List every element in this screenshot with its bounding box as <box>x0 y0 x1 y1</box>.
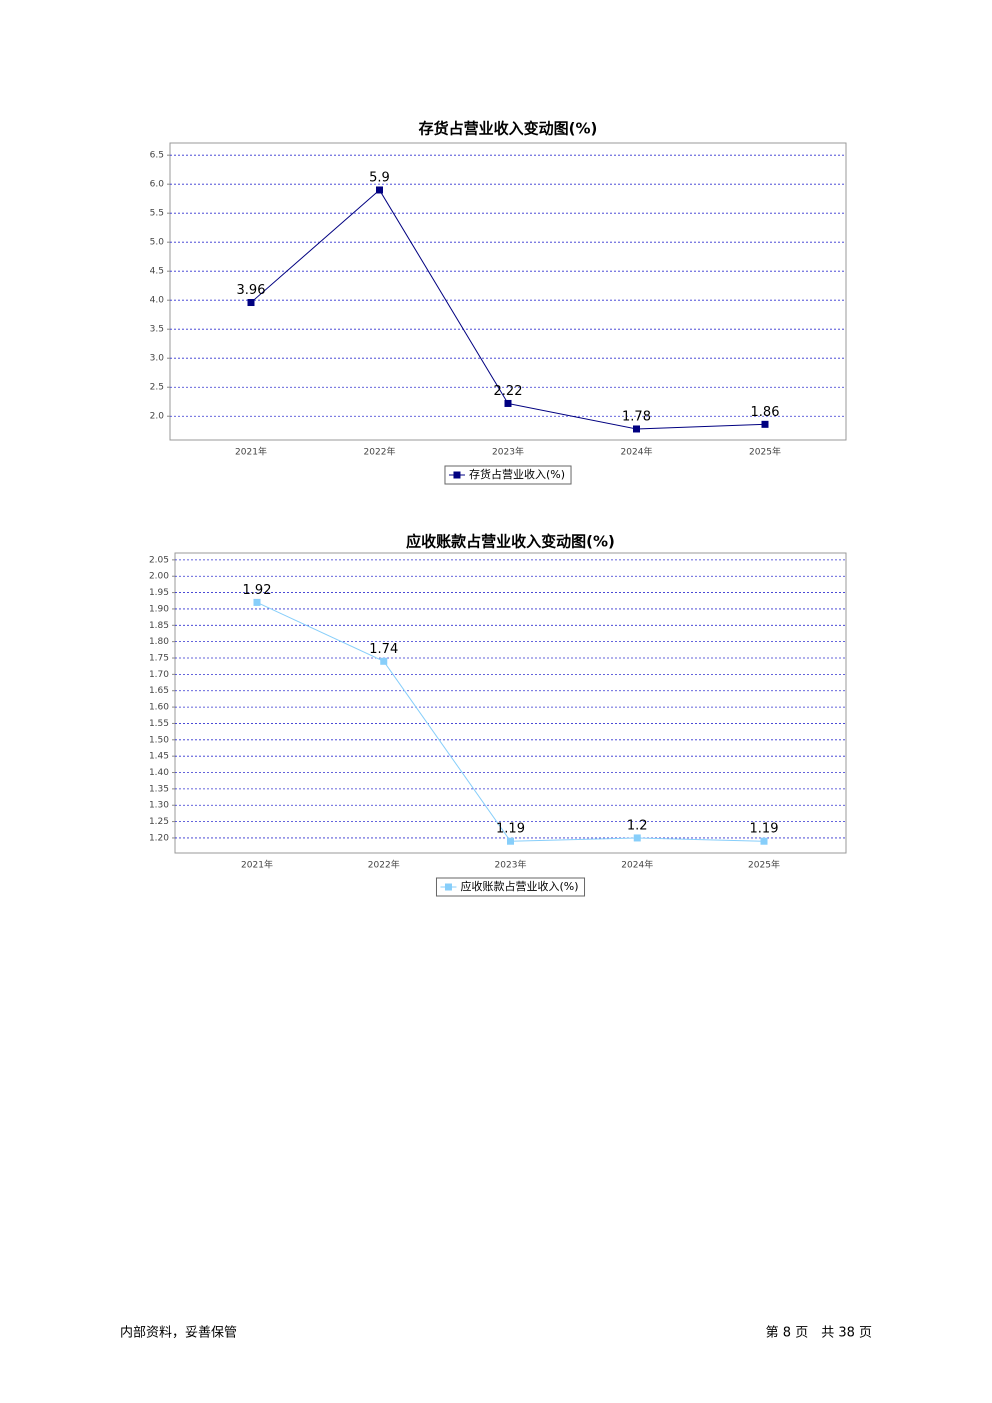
value-label: 1.86 <box>751 405 780 420</box>
y-tick-label: 6.5 <box>150 151 164 161</box>
y-tick-label: 6.0 <box>150 180 165 190</box>
y-tick-label: 2.05 <box>149 555 169 565</box>
y-tick-label: 1.90 <box>149 604 169 614</box>
x-tick-label: 2022年 <box>364 446 396 458</box>
y-tick-label: 4.0 <box>150 296 165 306</box>
point <box>253 598 261 606</box>
point <box>633 425 640 433</box>
x-tick-label: 2024年 <box>621 859 653 871</box>
legend-label: 应收账款占营业收入(%) <box>460 879 578 893</box>
value-label: 2.22 <box>494 384 523 399</box>
y-tick-label: 1.70 <box>149 670 169 680</box>
x-tick-label: 2025年 <box>748 859 780 871</box>
x-tick-label: 2025年 <box>749 446 781 458</box>
point <box>376 186 383 194</box>
chart-title: 应收账款占营业收入变动图(%) <box>406 533 615 551</box>
y-tick-label: 1.95 <box>149 588 169 598</box>
x-tick-label: 2022年 <box>368 859 400 871</box>
legend-box <box>435 877 586 897</box>
x-tick-label: 2023年 <box>492 446 524 458</box>
y-tick-label: 1.60 <box>149 703 169 713</box>
point <box>760 837 768 845</box>
value-label: 1.19 <box>750 822 779 837</box>
y-tick-label: 2.0 <box>150 412 165 422</box>
value-label: 5.9 <box>369 170 390 185</box>
y-tick-label: 1.40 <box>149 768 169 778</box>
y-tick-label: 1.20 <box>149 833 169 843</box>
legend-marker <box>444 883 452 891</box>
y-tick-label: 4.5 <box>150 267 164 277</box>
footer-left: 内部资料，妥善保管 <box>120 1325 237 1341</box>
value-label: 1.2 <box>627 818 648 833</box>
y-tick-label: 1.85 <box>149 621 169 631</box>
x-tick-label: 2024年 <box>621 446 653 458</box>
plot-area <box>169 142 847 441</box>
point <box>380 657 388 665</box>
y-tick-label: 1.25 <box>149 817 169 827</box>
chart-title: 存货占营业收入变动图(%) <box>419 120 598 138</box>
legend-marker <box>453 471 461 479</box>
y-tick-label: 2.00 <box>149 572 169 582</box>
y-tick-label: 5.5 <box>150 209 164 219</box>
point <box>507 837 514 845</box>
y-tick-label: 1.75 <box>149 654 169 664</box>
value-label: 1.92 <box>243 583 272 598</box>
y-tick-label: 5.0 <box>150 238 165 248</box>
y-tick-label: 2.5 <box>150 383 164 393</box>
x-tick-label: 2021年 <box>235 446 267 458</box>
plot-area <box>174 552 847 854</box>
y-tick-label: 3.0 <box>150 354 165 364</box>
y-tick-label: 1.55 <box>149 719 169 729</box>
point <box>247 299 255 307</box>
legend-box <box>444 465 572 485</box>
value-label: 1.74 <box>369 642 398 657</box>
point <box>761 420 769 428</box>
value-label: 1.78 <box>622 409 651 424</box>
y-tick-label: 3.5 <box>150 325 164 335</box>
y-tick-label: 1.45 <box>149 752 169 762</box>
y-tick-label: 1.50 <box>149 735 169 745</box>
point <box>504 399 512 407</box>
value-label: 3.96 <box>237 283 266 298</box>
footer-right: 第 8 页 共 38 页 <box>766 1326 872 1341</box>
x-tick-label: 2021年 <box>241 859 273 871</box>
legend-label: 存货占营业收入(%) <box>469 467 565 481</box>
point <box>633 834 641 842</box>
y-tick-label: 1.80 <box>149 637 169 647</box>
y-tick-label: 1.65 <box>149 686 169 696</box>
y-tick-label: 1.30 <box>149 801 169 811</box>
value-label: 1.19 <box>496 822 525 837</box>
y-tick-label: 1.35 <box>149 784 169 794</box>
x-tick-label: 2023年 <box>495 859 527 871</box>
